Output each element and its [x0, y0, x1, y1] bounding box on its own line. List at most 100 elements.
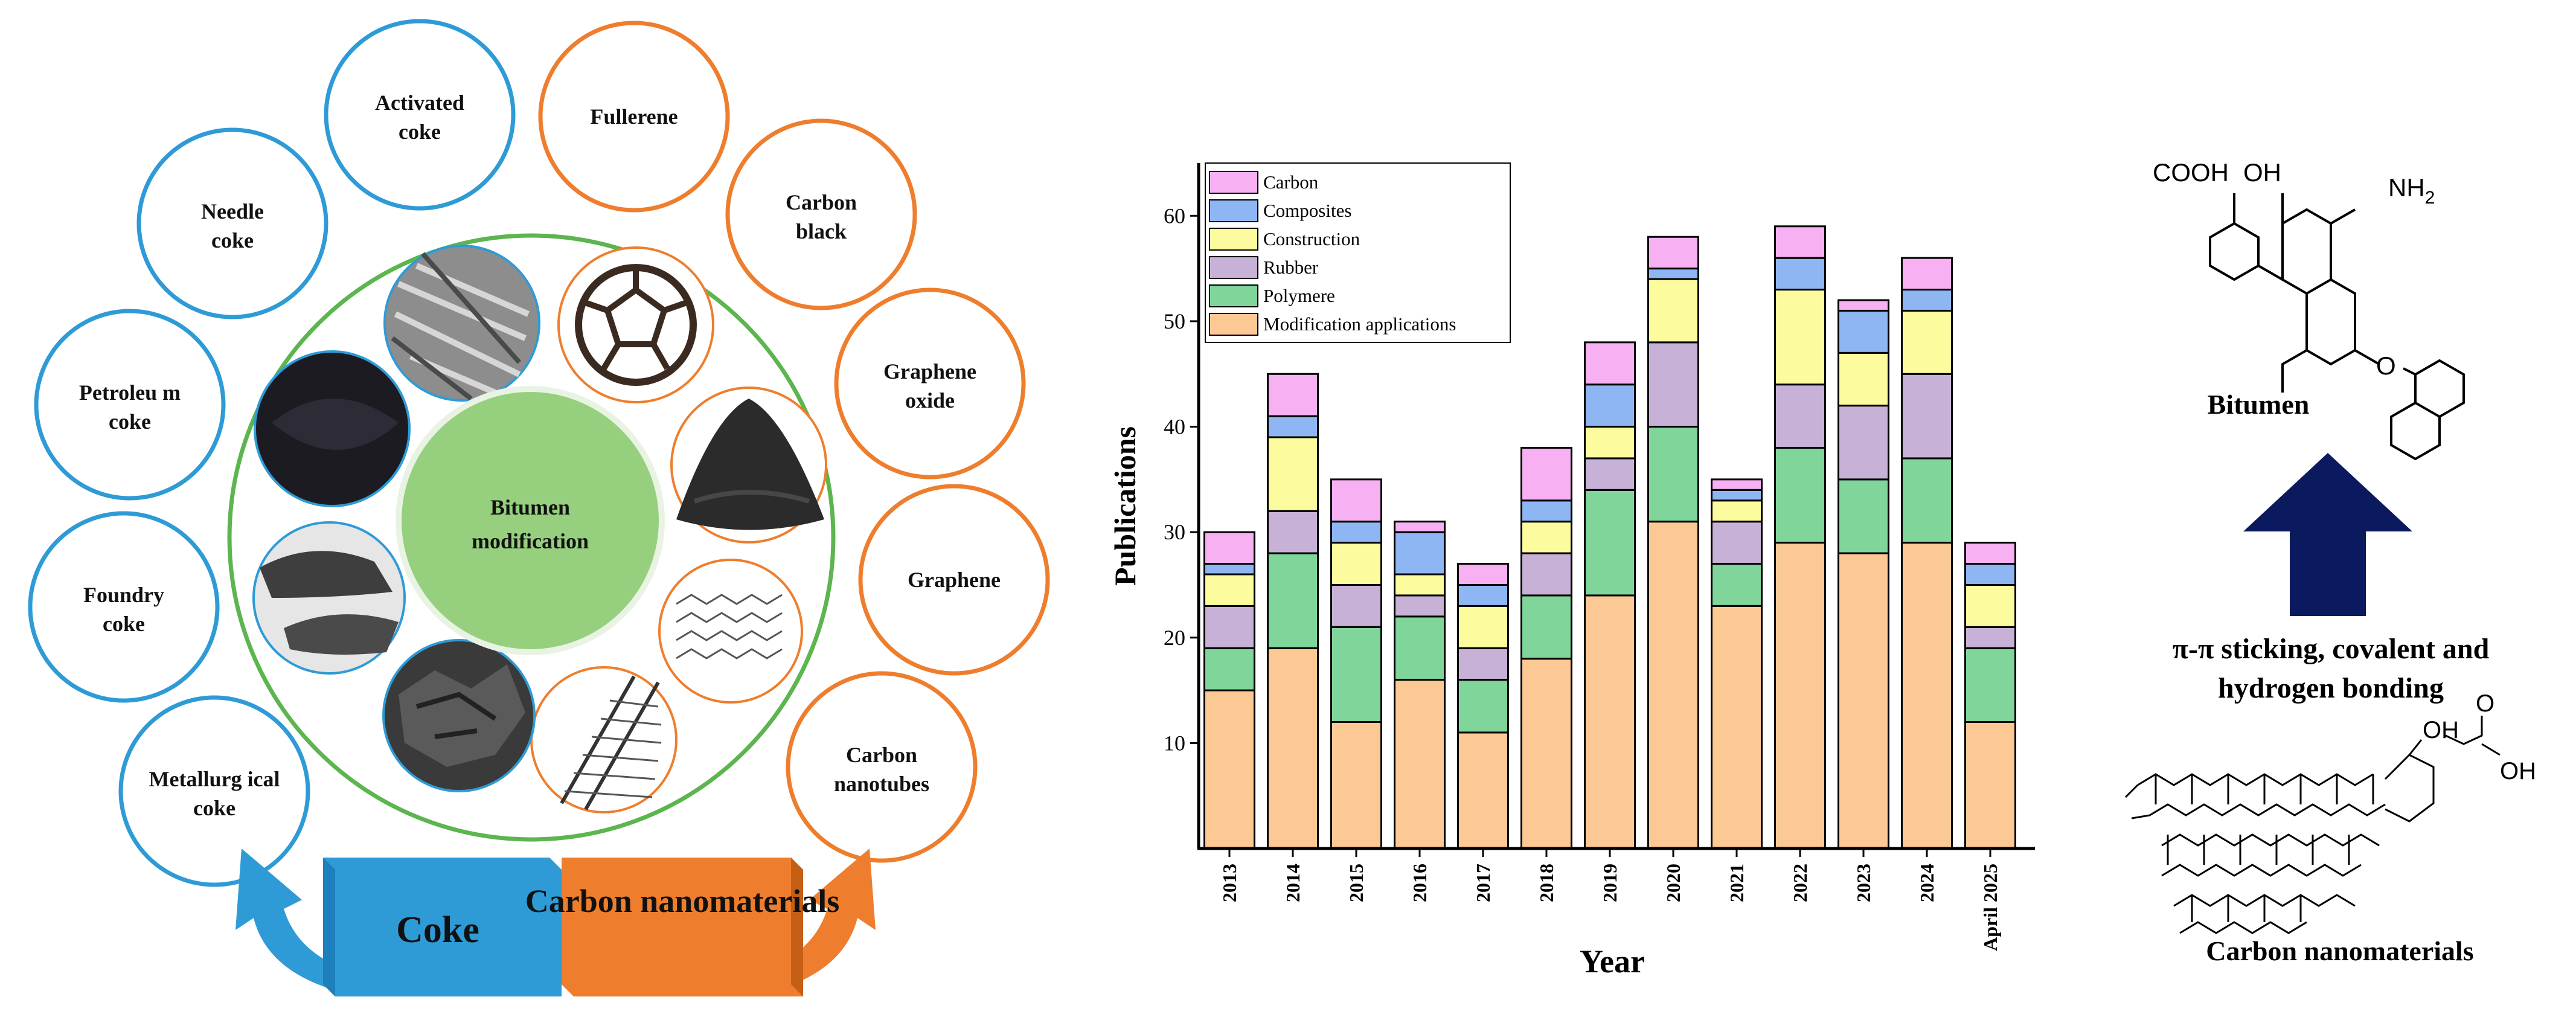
center-label: Bitumen modification — [472, 495, 589, 553]
bar-2015-polymere — [1330, 626, 1382, 723]
bar-2014-polymere — [1267, 552, 1319, 649]
x-tick-label: 2018 — [1536, 864, 1557, 902]
y-tick-label: 40 — [1164, 415, 1185, 439]
chem-cooh: COOH — [2153, 158, 2229, 187]
legend-label-construction: Construction — [1263, 228, 1360, 249]
legend-swatch-modification-applications — [1209, 313, 1258, 336]
bar-2018-construction — [1520, 521, 1572, 554]
bar-2018-carbon — [1520, 446, 1572, 502]
bar-2022-carbon — [1774, 225, 1826, 259]
x-tick-label: 2020 — [1662, 864, 1684, 902]
material-image-foundry-coke — [252, 521, 406, 675]
bar-2015-carbon — [1330, 478, 1382, 523]
coke-label-metallurgical: Metallurg ical — [149, 767, 280, 791]
center-label-text-line2: modification — [472, 529, 589, 553]
bar-2019-polymere — [1584, 489, 1636, 597]
bar-2022-polymere — [1774, 446, 1826, 544]
coke-circle-foundry: Foundry coke — [28, 511, 220, 703]
bar-2023-modification-applications — [1837, 552, 1889, 850]
bar-2023-carbon — [1837, 299, 1889, 312]
bar-2024-carbon — [1901, 257, 1953, 291]
interaction-line-2: hydrogen bonding — [2218, 672, 2444, 704]
carbon-sheet-drawing — [2124, 716, 2501, 934]
bar-2013-modification-applications — [1203, 689, 1255, 850]
bar-2016-rubber — [1394, 594, 1446, 618]
bar-2015-modification-applications — [1330, 720, 1382, 850]
bar-april-2025-rubber — [1964, 626, 2016, 649]
bar-2015-construction — [1330, 542, 1382, 586]
nano-label-graphene-oxide-line2: oxide — [905, 388, 955, 412]
x-tick-label: 2017 — [1472, 864, 1494, 902]
x-tick-label: 2019 — [1599, 864, 1621, 902]
bar-2018-polymere — [1520, 594, 1572, 660]
bar-april-2025-composites — [1964, 563, 2016, 586]
bar-2021-carbon — [1711, 478, 1763, 491]
bar-2014-carbon — [1267, 373, 1319, 417]
bar-2013-composites — [1203, 563, 1255, 576]
material-image-graphene — [658, 559, 803, 704]
bar-2024-modification-applications — [1901, 542, 1953, 850]
bar-2015-rubber — [1330, 583, 1382, 628]
coke-curved-arrow — [235, 849, 338, 987]
nano-banner: Carbon nanomaterials — [525, 858, 840, 996]
legend-label-carbon: Carbon — [1263, 172, 1319, 193]
coke-label-activated-line2: coke — [399, 120, 441, 144]
y-tick-label: 60 — [1164, 204, 1185, 228]
y-tick-label: 50 — [1164, 309, 1185, 333]
material-image-petroleum-coke — [254, 350, 411, 507]
bar-2020-carbon — [1647, 236, 1699, 270]
coke-banner-label: Coke — [396, 910, 479, 951]
y-axis-title: Publications — [1108, 426, 1142, 586]
carbon-nano-label: Carbon nanomaterials — [2206, 935, 2473, 966]
y-tick-label: 30 — [1164, 520, 1185, 544]
bar-2020-polymere — [1647, 426, 1699, 523]
up-arrow — [2243, 453, 2412, 616]
bar-2016-construction — [1394, 573, 1446, 597]
bar-2013-construction — [1203, 573, 1255, 607]
material-image-nanotube — [530, 666, 678, 813]
coke-label-activated: Activated — [375, 91, 464, 115]
bar-2024-rubber — [1901, 373, 1953, 460]
bar-2015-composites — [1330, 521, 1382, 544]
coke-label-petroleum-line2: coke — [109, 409, 151, 434]
nano-label-graphene-oxide: Graphene — [883, 359, 976, 383]
legend-label-composites: Composites — [1263, 200, 1351, 221]
chem-nh-subscript: 2 — [2425, 188, 2435, 208]
y-tick-label: 20 — [1164, 626, 1185, 650]
x-tick-label: 2016 — [1409, 864, 1431, 902]
chem-oxygen: O — [2376, 351, 2396, 380]
left-panel: Activated coke Needle coke Petroleu m coke … — [28, 19, 1050, 996]
chem-nh: NH — [2388, 173, 2425, 202]
legend-label-polymere: Polymere — [1263, 285, 1335, 306]
chem-oh-sheet: OH — [2423, 717, 2459, 743]
nano-label-fullerene: Fullerene — [590, 104, 678, 129]
nano-label-carbon-black: Carbon — [786, 190, 857, 214]
coke-label-needle: Needle — [201, 199, 264, 223]
coke-label-foundry: Foundry — [83, 583, 164, 607]
bar-2019-construction — [1584, 426, 1636, 460]
nano-circle-fullerene: Fullerene — [538, 21, 730, 213]
bitumen-molecule-drawing — [2209, 193, 2465, 461]
bar-2022-construction — [1774, 289, 1826, 386]
bitumen-label: Bitumen — [2208, 389, 2310, 420]
bar-2016-polymere — [1394, 615, 1446, 681]
nano-label-graphene: Graphene — [908, 568, 1001, 592]
chart-legend: Carbon Composites Construction Rubber Polyme… — [1205, 162, 1511, 343]
bar-2024-polymere — [1901, 457, 1953, 544]
nano-circle-graphene-oxide: Graphene oxide — [834, 287, 1026, 480]
bar-2020-construction — [1647, 278, 1699, 344]
bar-2017-polymere — [1457, 679, 1509, 734]
bar-2017-composites — [1457, 583, 1509, 607]
chem-oh-top: OH — [2243, 158, 2281, 187]
x-tick-label: 2013 — [1219, 864, 1240, 902]
bar-2018-rubber — [1520, 552, 1572, 597]
nano-banner-label: Carbon nanomaterials — [525, 883, 840, 919]
legend-swatch-construction — [1209, 228, 1258, 251]
